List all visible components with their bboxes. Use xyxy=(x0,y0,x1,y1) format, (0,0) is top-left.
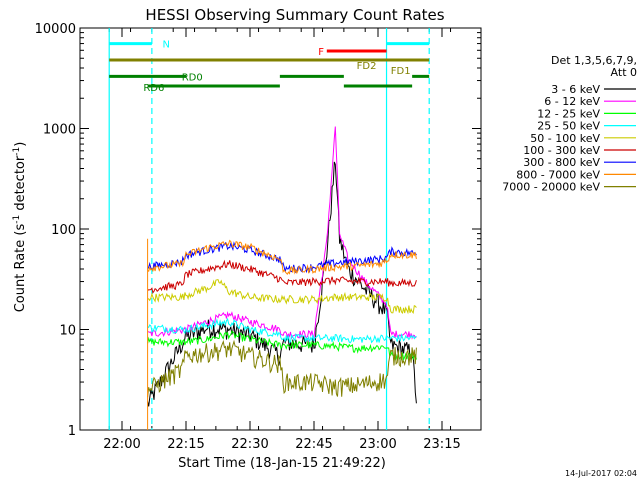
x-tick-label: 23:15 xyxy=(423,437,460,452)
series-line-8 xyxy=(147,339,417,398)
y-tick-label: 10 xyxy=(59,324,76,339)
y-axis-label-sup1: -1 xyxy=(12,215,22,224)
legend-label: 3 - 6 keV xyxy=(551,83,600,96)
legend-header-line2: Att 0 xyxy=(611,66,637,79)
legend-label: 7000 - 20000 keV xyxy=(502,181,600,194)
legend-header-line1: Det 1,3,5,6,7,9, xyxy=(551,54,637,67)
y-tick-label: 1 xyxy=(68,424,76,439)
flag-label-n: N xyxy=(163,40,170,51)
series-line-7 xyxy=(147,239,417,276)
x-tick-label: 23:00 xyxy=(359,437,396,452)
x-tick-label: 22:15 xyxy=(167,437,204,452)
y-axis-label-mid: detector xyxy=(13,155,28,215)
series-line-2 xyxy=(147,330,417,362)
x-axis-label: Start Time (18-Jan-15 21:49:22) xyxy=(178,456,386,471)
legend-label: 25 - 50 keV xyxy=(537,120,600,133)
series-line-4 xyxy=(147,279,417,315)
y-tick-label: 1000 xyxy=(43,123,76,138)
flag-label-fd2: FD2 xyxy=(357,61,377,72)
legend-label: 300 - 800 keV xyxy=(523,156,600,169)
chart-title: HESSI Observing Summary Count Rates xyxy=(145,6,444,24)
legend-label: 6 - 12 keV xyxy=(544,95,600,108)
x-tick-label: 22:45 xyxy=(295,437,332,452)
series-line-5 xyxy=(147,259,417,294)
series-line-3 xyxy=(147,317,417,344)
flag-label-rd0: RD0 xyxy=(182,72,203,83)
y-axis-label: Count Rate (s-1 detector-1) xyxy=(12,142,28,313)
flag-label-rd6: RD6 xyxy=(143,83,164,94)
x-tick-label: 22:30 xyxy=(231,437,268,452)
flag-label-f: F xyxy=(318,47,324,58)
footer-timestamp: 14-Jul-2017 02:04 xyxy=(565,469,637,478)
legend-label: 12 - 25 keV xyxy=(537,107,600,120)
plot-area: 1 10 100 1000 10000 22:00 22:15 22:30 22:45 23:00… xyxy=(35,22,482,452)
legend-label: 100 - 300 keV xyxy=(523,144,600,157)
y-tick-label: 10000 xyxy=(35,22,76,37)
x-tick-label: 22:00 xyxy=(103,437,140,452)
y-tick-label: 100 xyxy=(51,223,76,238)
legend-label: 50 - 100 keV xyxy=(530,132,600,145)
y-axis-label-end: ) xyxy=(13,142,28,147)
legend-label: 800 - 7000 keV xyxy=(516,168,600,181)
y-axis-label-sup2: -1 xyxy=(12,147,22,156)
flag-label-fd1: FD1 xyxy=(391,66,411,77)
y-axis-label-main: Count Rate (s xyxy=(13,224,28,313)
